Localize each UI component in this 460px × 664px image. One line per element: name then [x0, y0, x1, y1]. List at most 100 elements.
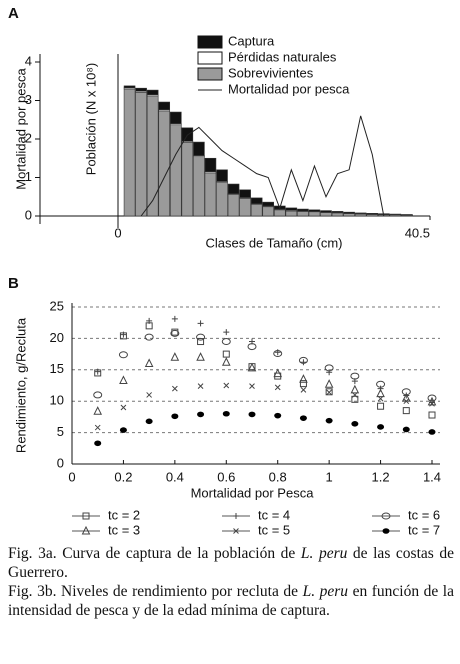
point	[197, 411, 205, 418]
x-tick-label: 0.2	[114, 469, 132, 484]
bar-segment	[204, 172, 217, 217]
point	[352, 392, 358, 398]
point	[427, 394, 437, 402]
bar-segment	[285, 210, 298, 217]
legend-label: tc = 6	[408, 507, 440, 522]
point	[401, 388, 411, 396]
point	[146, 317, 153, 324]
bar-segment	[273, 209, 286, 217]
point	[118, 351, 128, 359]
legend-label: tc = 4	[258, 507, 290, 522]
point	[403, 392, 410, 399]
bar-segment	[262, 206, 275, 217]
point	[326, 389, 332, 396]
bar-segment	[343, 211, 355, 214]
point	[324, 379, 334, 388]
legend-swatch	[197, 51, 223, 65]
y-tick-label: 25	[50, 298, 64, 313]
caption-text: Fig. 3b. Niveles de rendimiento por recl…	[8, 583, 303, 600]
bar-segment	[227, 183, 240, 194]
point	[120, 404, 127, 411]
point	[351, 395, 359, 403]
bar-segment	[285, 207, 298, 211]
point	[94, 440, 102, 447]
point	[222, 410, 230, 417]
point	[325, 417, 333, 424]
bar-segment	[204, 157, 217, 173]
point	[299, 380, 307, 388]
legend-label: Captura	[228, 33, 275, 48]
point	[350, 384, 360, 394]
point	[197, 383, 204, 389]
y-tick-label: 10	[50, 393, 64, 408]
point	[299, 374, 308, 383]
point	[172, 385, 178, 392]
x-tick-label: 1.4	[423, 469, 441, 484]
x-tick-label: 0.6	[217, 469, 235, 484]
y-axis-label: Rendimiento, g/Recluta	[13, 317, 28, 453]
point	[82, 512, 90, 520]
point	[429, 400, 435, 407]
bar-segment	[297, 211, 309, 217]
point	[326, 369, 333, 376]
bar-segment	[146, 95, 159, 217]
x-tick-label: 0	[114, 225, 121, 240]
y-tick-label: 20	[50, 330, 64, 345]
bar-segment	[354, 212, 367, 214]
point	[403, 398, 410, 405]
point	[81, 525, 91, 535]
line	[140, 115, 385, 217]
caption-text: Fig. 3a. Curva de captura de la població…	[8, 545, 301, 562]
caption-text: de las costas de Guerrero.	[8, 545, 454, 581]
bar-segment	[169, 111, 182, 124]
point	[171, 328, 179, 336]
point	[94, 424, 101, 431]
bar-segment	[331, 211, 344, 213]
bar-segment	[181, 142, 194, 217]
point	[377, 402, 385, 410]
bar-segment	[250, 204, 263, 217]
x-axis-label: Mortalidad por Pesca	[191, 485, 315, 500]
point	[382, 528, 390, 534]
bar-segment	[135, 92, 147, 217]
x-tick-label: 0.8	[269, 469, 287, 484]
x-tick-label: 1.2	[372, 469, 390, 484]
bar-segment	[331, 212, 344, 217]
point	[249, 383, 255, 389]
point	[429, 399, 435, 406]
bar-segment	[239, 189, 251, 198]
point	[273, 349, 283, 357]
legend-label: Sobrevivientes	[228, 65, 314, 80]
legend-label: tc = 5	[258, 522, 290, 537]
bar-segment	[343, 213, 355, 217]
point	[144, 333, 154, 341]
bar-segment	[216, 181, 228, 217]
point	[196, 333, 206, 341]
point	[221, 338, 231, 346]
point	[145, 418, 153, 425]
legend-swatch	[197, 35, 223, 49]
point	[223, 329, 230, 336]
y-tick-label: 5	[57, 424, 64, 439]
captions: Fig. 3a. Curva de captura de la població…	[8, 544, 454, 620]
point	[402, 407, 410, 415]
point	[170, 352, 180, 361]
point	[376, 388, 385, 398]
point	[197, 338, 205, 346]
point	[377, 385, 384, 392]
point	[300, 387, 307, 393]
bar-segment	[227, 194, 240, 217]
point	[350, 372, 360, 380]
point	[381, 512, 391, 520]
x-tick-label: 40.5	[405, 225, 430, 240]
y-axis-label: Mortalidad por pesca	[13, 68, 28, 190]
point	[233, 528, 239, 534]
bar-segment	[193, 156, 205, 217]
bar-segment	[158, 110, 171, 217]
bar-segment	[308, 211, 321, 217]
legend-label: tc = 3	[108, 522, 140, 537]
point	[299, 415, 307, 421]
point	[324, 364, 334, 372]
point	[300, 359, 307, 366]
panel-label: A	[8, 5, 19, 22]
